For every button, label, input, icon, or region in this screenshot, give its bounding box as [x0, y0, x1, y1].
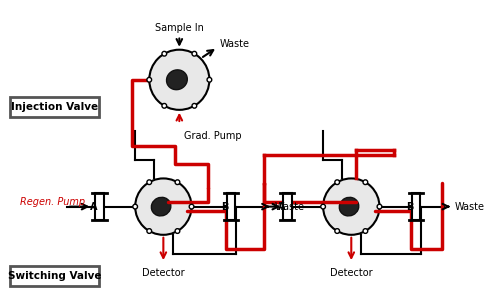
- Circle shape: [149, 50, 209, 110]
- Circle shape: [363, 180, 367, 184]
- Circle shape: [162, 51, 166, 56]
- Bar: [283, 193, 291, 220]
- Text: B: B: [406, 202, 413, 212]
- Circle shape: [192, 103, 197, 108]
- Ellipse shape: [151, 197, 170, 216]
- Text: Detector: Detector: [329, 268, 372, 278]
- Circle shape: [207, 77, 212, 82]
- Text: A: A: [90, 202, 97, 212]
- Bar: [10, 97, 99, 117]
- Circle shape: [133, 204, 137, 209]
- Circle shape: [175, 229, 180, 233]
- Circle shape: [192, 51, 197, 56]
- Bar: [411, 193, 420, 220]
- Circle shape: [320, 204, 325, 209]
- Text: Waste: Waste: [454, 202, 484, 212]
- Text: Grad. Pump: Grad. Pump: [183, 131, 241, 140]
- Text: Injection Valve: Injection Valve: [11, 102, 98, 112]
- Text: Waste: Waste: [274, 202, 304, 212]
- Circle shape: [175, 180, 180, 184]
- Text: B: B: [221, 202, 228, 212]
- Circle shape: [377, 204, 381, 209]
- Circle shape: [135, 178, 191, 235]
- Text: Detector: Detector: [142, 268, 184, 278]
- Text: Switching Valve: Switching Valve: [8, 271, 101, 281]
- Text: Waste: Waste: [219, 39, 249, 49]
- Circle shape: [189, 204, 194, 209]
- Circle shape: [334, 229, 339, 233]
- Text: Sample In: Sample In: [154, 23, 203, 33]
- Bar: [10, 266, 99, 286]
- Circle shape: [147, 229, 151, 233]
- Text: Regen. Pump: Regen. Pump: [19, 197, 85, 207]
- Bar: [227, 193, 235, 220]
- Text: A: A: [277, 202, 285, 212]
- Ellipse shape: [339, 197, 358, 216]
- Circle shape: [147, 77, 151, 82]
- Circle shape: [334, 180, 339, 184]
- Bar: [95, 193, 104, 220]
- Ellipse shape: [166, 70, 187, 90]
- Circle shape: [363, 229, 367, 233]
- Circle shape: [147, 180, 151, 184]
- Circle shape: [162, 103, 166, 108]
- Circle shape: [322, 178, 378, 235]
